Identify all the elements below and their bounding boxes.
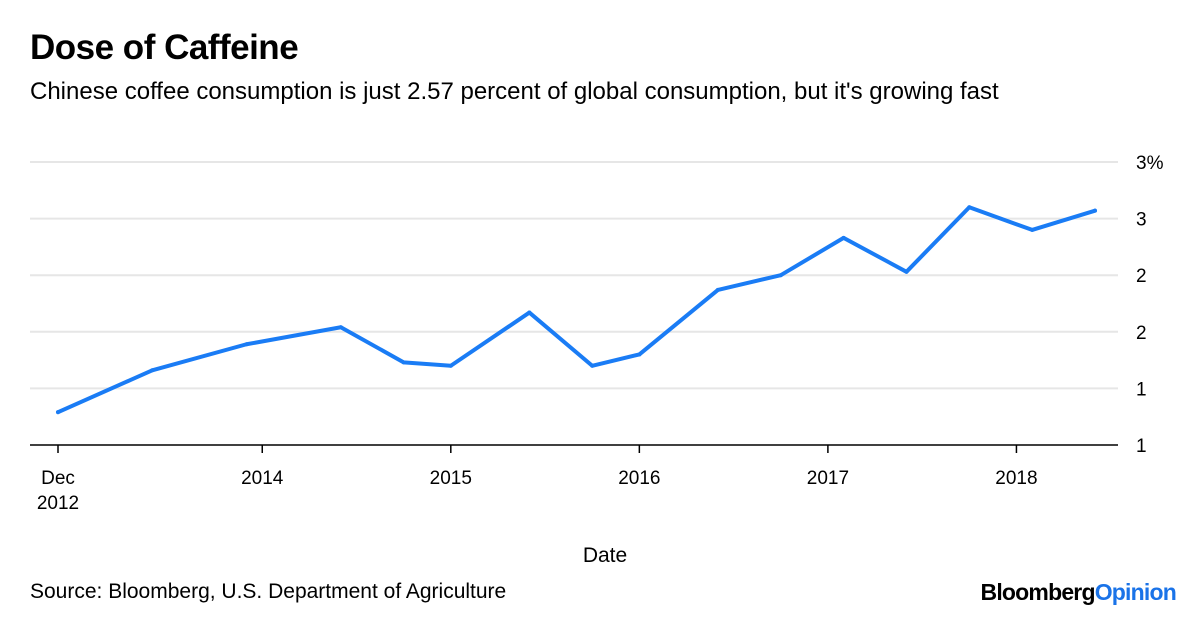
- data-point: [1093, 208, 1097, 213]
- y-tick-label: 3%: [1136, 153, 1164, 174]
- data-point: [904, 269, 909, 274]
- brand-logo: BloombergOpinion: [980, 579, 1177, 606]
- brand-opinion: Opinion: [1094, 579, 1177, 605]
- data-point: [338, 325, 343, 330]
- data-point: [401, 360, 406, 365]
- data-point: [1030, 227, 1035, 232]
- brand-bloomberg: Bloomberg: [980, 579, 1096, 605]
- x-tick-label: 2018: [995, 468, 1037, 489]
- data-point: [448, 363, 453, 368]
- x-axis-labels: Dec 2012 2014 2015 2016 2017 2018: [37, 468, 1038, 514]
- data-point: [967, 205, 972, 210]
- x-tick-label: 2015: [430, 468, 472, 489]
- data-point: [527, 310, 532, 315]
- data-point: [590, 363, 595, 368]
- grid-lines: [30, 161, 1118, 390]
- data-point: [244, 342, 249, 347]
- data-point: [841, 235, 846, 240]
- data-point: [637, 352, 642, 357]
- data-point: [715, 287, 720, 292]
- data-point: [56, 410, 60, 415]
- y-axis-labels: 1 1 2 2 3 3%: [1136, 153, 1164, 457]
- x-axis: [30, 444, 1118, 453]
- x-axis-title: Date: [583, 544, 627, 567]
- data-point: [778, 273, 783, 278]
- y-tick-label: 3: [1136, 210, 1147, 231]
- source-note: Source: Bloomberg, U.S. Department of Ag…: [30, 580, 507, 603]
- y-tick-label: 1: [1136, 436, 1147, 457]
- y-tick-label: 2: [1136, 323, 1147, 344]
- x-tick-label: Dec 2012: [37, 468, 79, 514]
- x-tick-label: 2017: [807, 468, 849, 489]
- series-line: [56, 205, 1097, 415]
- chart-subtitle: Chinese coffee consumption is just 2.57 …: [30, 78, 999, 105]
- y-tick-label: 2: [1136, 266, 1147, 287]
- chart-title: Dose of Caffeine: [30, 28, 299, 67]
- data-point: [150, 368, 155, 373]
- x-tick-label: 2016: [618, 468, 660, 489]
- x-tick-label: 2014: [241, 468, 284, 489]
- y-tick-label: 1: [1136, 379, 1147, 400]
- series-line-layer: [56, 205, 1097, 415]
